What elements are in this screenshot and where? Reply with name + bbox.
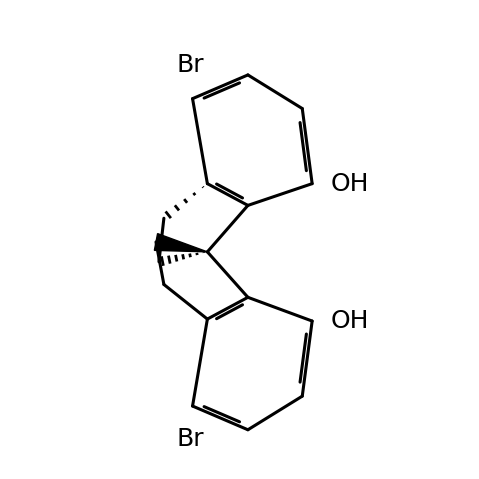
Text: OH: OH [330,171,369,195]
Text: Br: Br [176,427,204,451]
Text: OH: OH [330,309,369,333]
Polygon shape [154,234,207,252]
Text: Br: Br [176,53,204,77]
